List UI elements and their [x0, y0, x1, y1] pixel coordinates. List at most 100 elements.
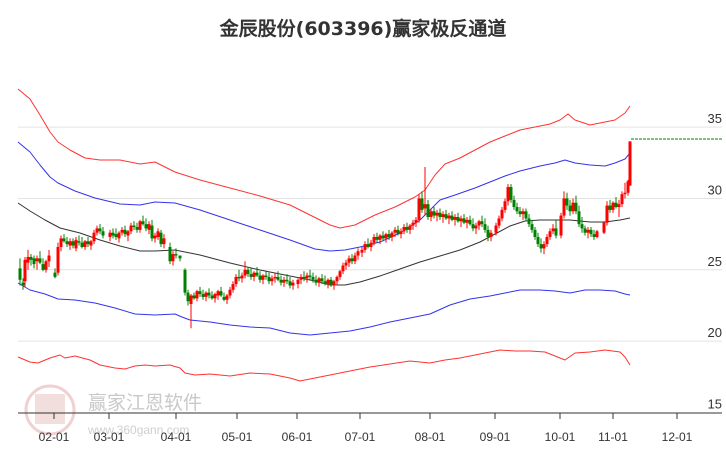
candle	[32, 255, 36, 269]
candle	[305, 272, 309, 283]
candle	[450, 211, 454, 222]
candle	[551, 224, 555, 235]
candle	[408, 224, 412, 235]
outer-upper-band	[17, 88, 631, 229]
candle	[509, 184, 513, 203]
candle	[171, 251, 175, 266]
candle	[101, 226, 105, 239]
candle	[527, 214, 531, 227]
candle	[68, 238, 72, 250]
candle	[559, 212, 563, 239]
candle	[423, 167, 427, 216]
candle	[186, 289, 190, 306]
candle	[565, 192, 569, 210]
candle	[539, 238, 543, 253]
candle	[29, 254, 33, 266]
candle	[243, 261, 247, 279]
candle	[341, 262, 345, 275]
x-tick-label: 10-01	[545, 430, 576, 444]
gridlines	[18, 126, 722, 342]
candle	[617, 199, 621, 218]
x-axis: 02-01 03-01 04-01 05-01 06-01 07-01 08-01 09-01…	[18, 412, 722, 444]
candle	[189, 294, 193, 329]
candle	[497, 215, 501, 229]
candle	[399, 228, 403, 239]
candle	[396, 225, 400, 236]
candle	[356, 248, 360, 260]
candle	[89, 239, 93, 250]
candle	[548, 228, 552, 240]
candle	[521, 208, 525, 220]
candle	[192, 292, 196, 300]
candle	[393, 226, 397, 237]
x-tick-label: 05-01	[222, 430, 253, 444]
candle	[335, 275, 339, 286]
candle	[246, 266, 250, 277]
candle	[384, 232, 388, 243]
candle	[174, 248, 178, 259]
candle	[35, 255, 39, 270]
candle	[483, 218, 487, 233]
x-tick-label: 04-01	[161, 430, 192, 444]
watermark-logo-icon	[24, 384, 76, 436]
candle	[542, 241, 546, 255]
candle	[580, 217, 584, 233]
candle	[183, 268, 187, 296]
candle	[129, 222, 133, 235]
candle	[21, 278, 25, 290]
candle	[38, 251, 42, 265]
candle	[273, 272, 277, 283]
candle	[332, 279, 336, 290]
candle	[500, 207, 504, 222]
candle	[595, 229, 599, 239]
candle	[320, 274, 324, 285]
candle	[586, 226, 590, 239]
candle	[620, 191, 624, 208]
candle	[459, 215, 463, 227]
candle	[515, 202, 519, 215]
x-tick-label: 12-01	[662, 430, 693, 444]
x-tick-label: 11-01	[598, 430, 628, 444]
y-tick-label: 35	[708, 111, 722, 126]
candle	[353, 252, 357, 265]
candle	[503, 198, 507, 213]
candle	[536, 232, 540, 247]
candle	[471, 218, 475, 232]
candle	[213, 292, 217, 303]
candle	[156, 228, 160, 240]
candle	[512, 195, 516, 210]
candle	[311, 272, 315, 283]
candle	[198, 286, 202, 297]
candle	[225, 294, 229, 305]
candle	[285, 274, 289, 285]
candle	[59, 235, 63, 252]
candle	[86, 236, 90, 247]
candle	[267, 272, 271, 285]
candle	[237, 269, 241, 282]
candle	[77, 235, 81, 246]
candle	[23, 256, 27, 287]
candle	[486, 225, 490, 242]
candle	[44, 259, 48, 273]
x-tick-label: 09-01	[480, 430, 511, 444]
x-tick-label: 06-01	[282, 430, 313, 444]
candle	[207, 288, 211, 299]
candlesticks	[18, 141, 632, 329]
candle	[571, 198, 575, 215]
candle	[432, 207, 436, 219]
candle	[414, 217, 418, 227]
candle	[219, 286, 223, 297]
candle	[120, 226, 124, 236]
candle	[592, 229, 596, 240]
candle	[53, 268, 57, 279]
candle	[314, 275, 318, 286]
candle	[530, 219, 534, 233]
candle	[276, 271, 280, 282]
candle	[123, 225, 127, 237]
candle	[574, 195, 578, 215]
candle	[474, 222, 478, 235]
candle	[222, 292, 226, 302]
chart-title: 金辰股份(603396)赢家极反通道	[219, 18, 507, 40]
candle	[132, 221, 136, 230]
candle	[456, 212, 460, 223]
